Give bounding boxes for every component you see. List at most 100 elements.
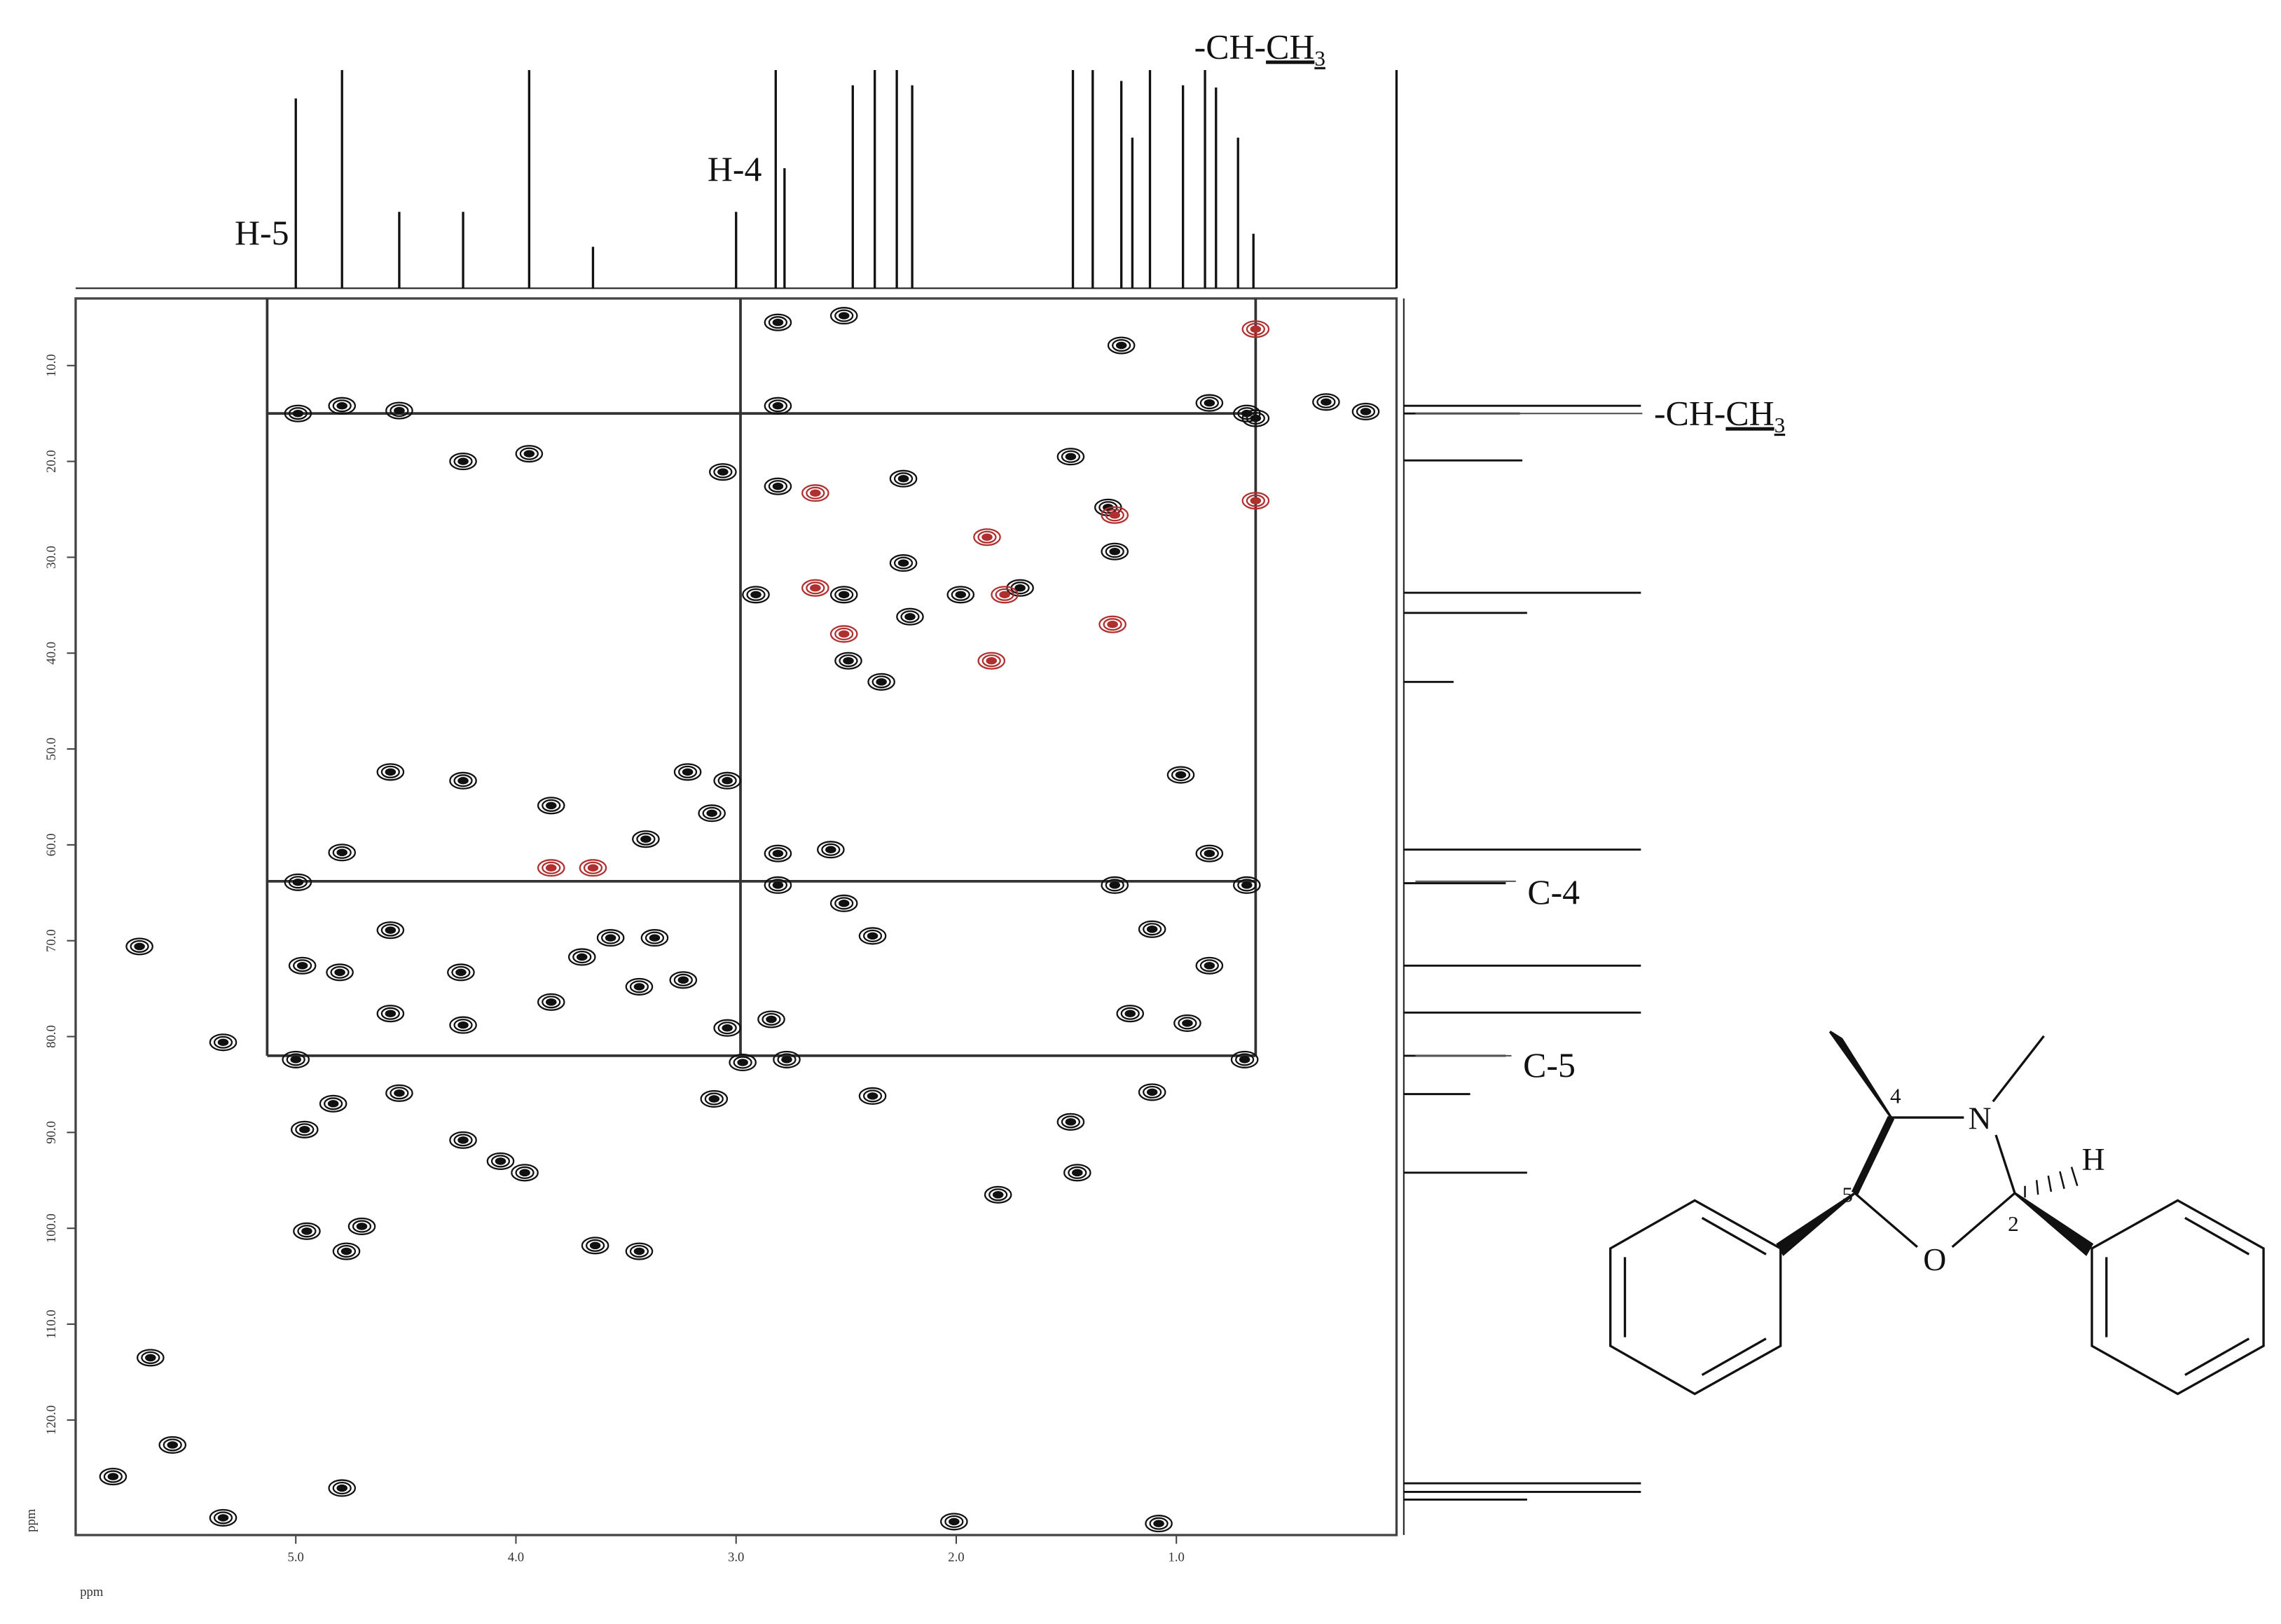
y-tick-label: 70.0 — [44, 929, 59, 952]
contour — [288, 876, 308, 889]
contour — [629, 1244, 649, 1258]
cross-peak — [328, 397, 357, 415]
contour — [336, 1244, 357, 1258]
contour — [1112, 338, 1131, 352]
cross-peak — [801, 579, 829, 597]
contour — [766, 1015, 777, 1024]
cross-peak — [1145, 1515, 1173, 1533]
contour — [862, 929, 883, 942]
contour — [801, 484, 829, 502]
contour — [673, 973, 693, 986]
y-tick-label: 40.0 — [44, 642, 59, 665]
cross-peak — [511, 1164, 539, 1182]
cross-peak — [1351, 402, 1380, 421]
y-tick-label: 100.0 — [44, 1213, 59, 1243]
contour — [1195, 956, 1224, 975]
contour — [347, 1217, 376, 1236]
contour — [1107, 620, 1118, 628]
cross-peak — [625, 977, 654, 996]
contour — [1321, 398, 1332, 406]
contour — [999, 591, 1010, 599]
y-tick-label: 10.0 — [44, 354, 59, 377]
cross-peak — [991, 586, 1019, 604]
cross-peak — [764, 477, 792, 495]
contour — [834, 309, 854, 322]
contour — [453, 774, 473, 787]
contour — [332, 1242, 361, 1260]
contour — [457, 457, 469, 465]
contour — [742, 586, 770, 604]
contour — [453, 1019, 473, 1032]
contour — [713, 771, 741, 790]
y-tick-label: 80.0 — [44, 1025, 59, 1048]
contour — [1124, 1010, 1136, 1017]
contour — [394, 1089, 405, 1097]
cross-peak — [136, 1349, 165, 1367]
bond — [1701, 1216, 1767, 1255]
contour — [838, 312, 850, 319]
contour — [900, 610, 920, 624]
contour — [523, 450, 535, 457]
contour — [677, 976, 689, 984]
contour — [141, 1351, 160, 1364]
contour — [376, 1005, 405, 1023]
contour — [579, 859, 607, 877]
cross-peak — [1101, 542, 1129, 560]
contour — [356, 1223, 368, 1230]
contour — [764, 844, 792, 862]
contour — [1065, 1118, 1077, 1126]
contour — [376, 763, 405, 781]
contour — [581, 1237, 609, 1255]
contour — [296, 961, 308, 970]
contour — [981, 654, 1001, 668]
cross-peak — [669, 971, 698, 989]
contour — [750, 591, 762, 599]
contour — [1195, 844, 1224, 862]
cross-peak — [209, 1508, 237, 1527]
contour — [1204, 849, 1215, 858]
cross-peak — [742, 586, 770, 604]
contour — [986, 656, 998, 665]
cross-peak — [817, 841, 845, 859]
contour — [583, 861, 603, 874]
contour — [981, 533, 993, 541]
contour — [1173, 1014, 1201, 1032]
contour — [1061, 1115, 1080, 1129]
contour — [1204, 399, 1215, 407]
contour — [519, 447, 539, 460]
contour — [451, 965, 471, 979]
cross-peak — [713, 1019, 741, 1037]
bond — [1701, 1337, 1767, 1377]
contour — [717, 774, 737, 787]
contour — [380, 1007, 400, 1020]
cross-peak — [632, 830, 660, 848]
contour — [334, 968, 345, 977]
contour — [1356, 405, 1376, 418]
cross-peak — [596, 929, 625, 947]
contour — [633, 1247, 645, 1255]
cross-peak — [326, 963, 354, 982]
contour — [1166, 766, 1195, 784]
annotation: -CH-CH3 — [1194, 27, 1325, 70]
x-tick-label: 5.0 — [288, 1550, 304, 1564]
contour — [453, 1134, 473, 1147]
contour — [897, 474, 909, 483]
cross-peak — [896, 607, 924, 626]
contour — [545, 801, 557, 810]
cross-peak — [537, 993, 565, 1011]
cross-peak — [1056, 1113, 1085, 1131]
contour — [330, 965, 350, 979]
benzene — [1609, 1199, 1782, 1396]
cross-peak — [984, 1185, 1012, 1204]
contour — [130, 940, 149, 953]
contour — [829, 307, 858, 325]
contour — [1235, 1053, 1255, 1066]
cross-peak — [713, 771, 741, 790]
contour — [893, 556, 914, 570]
cross-peak — [973, 528, 1001, 546]
cross-peak — [698, 804, 726, 823]
cross-peak — [1241, 320, 1270, 338]
atom-label: 2 — [2008, 1211, 2019, 1236]
cross-peak — [449, 453, 477, 471]
contour — [447, 963, 475, 982]
